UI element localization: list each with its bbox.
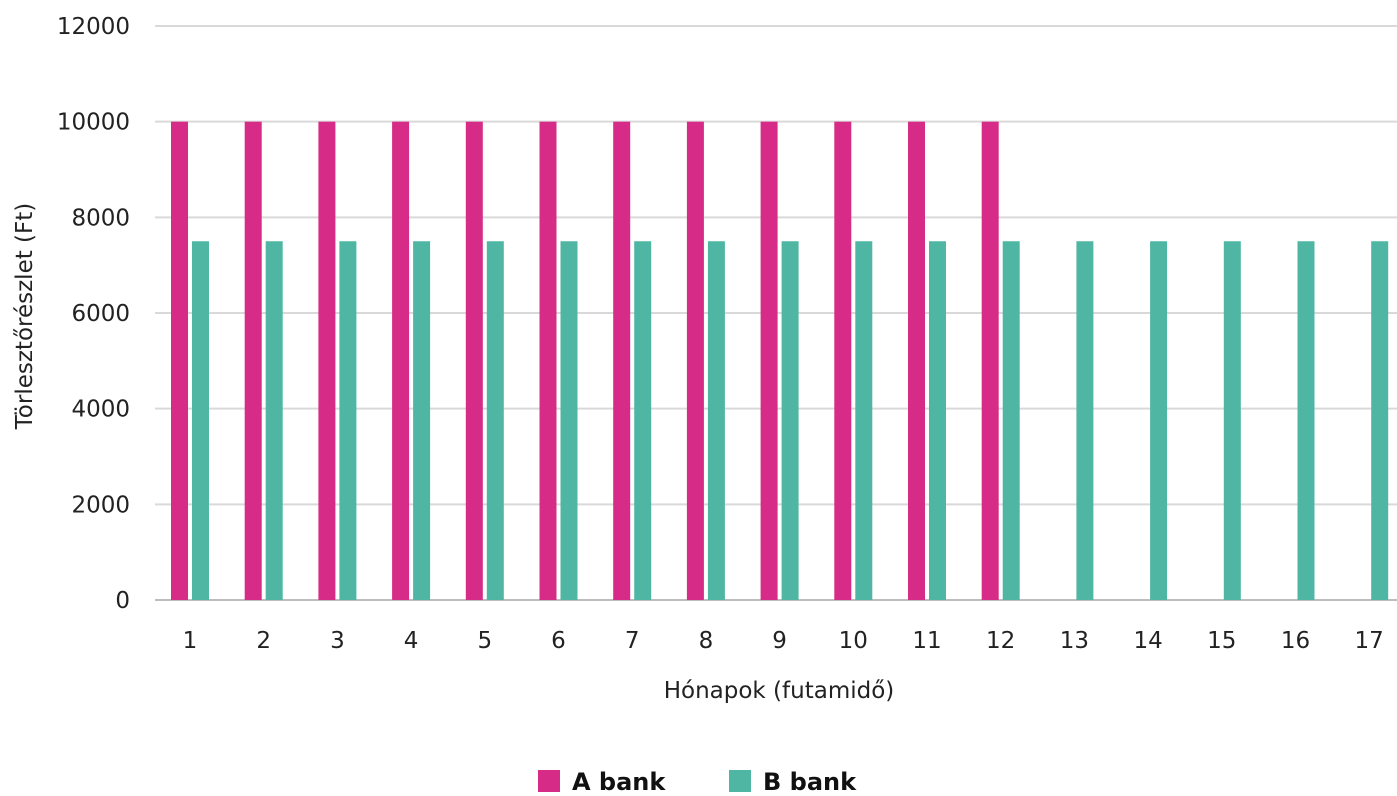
x-tick-label: 14 <box>1133 628 1162 654</box>
x-tick-label: 3 <box>330 628 345 654</box>
x-tick-label: 13 <box>1060 628 1089 654</box>
x-tick-label: 12 <box>986 628 1015 654</box>
bar-b-bank <box>560 241 578 600</box>
y-tick-label: 6000 <box>71 301 130 327</box>
bar-b-bank <box>1223 241 1241 600</box>
x-tick-label: 1 <box>183 628 198 654</box>
x-tick-label: 11 <box>912 628 941 654</box>
bar-b-bank <box>707 241 725 600</box>
legend-swatch <box>729 770 751 792</box>
x-tick-label: 5 <box>477 628 492 654</box>
bar-b-bank <box>1150 241 1168 600</box>
bar-a-bank <box>171 121 188 601</box>
bar-a-bank <box>244 121 262 601</box>
bar-b-bank <box>634 241 652 600</box>
y-tick-label: 12000 <box>57 14 130 40</box>
x-tick-label: 4 <box>404 628 419 654</box>
bar-b-bank <box>192 241 209 600</box>
bar-b-bank <box>929 241 946 600</box>
y-tick-label: 4000 <box>71 397 130 423</box>
legend: A bank B bank <box>538 768 857 796</box>
y-tick-label: 2000 <box>71 492 130 518</box>
x-tick-label: 15 <box>1207 628 1236 654</box>
bar-a-bank <box>834 121 852 601</box>
legend-label: B bank <box>763 768 857 796</box>
bar-b-bank <box>1002 241 1020 600</box>
bars <box>171 121 1389 601</box>
bar-b-bank <box>339 241 357 600</box>
x-axis-title: Hónapok (futamidő) <box>664 678 895 704</box>
x-tick-label: 9 <box>772 628 787 654</box>
y-tick-label: 10000 <box>57 110 130 136</box>
x-tick-label: 7 <box>625 628 640 654</box>
bar-a-bank <box>908 121 925 601</box>
y-tick-label: 8000 <box>71 205 130 231</box>
bar-b-bank <box>413 241 431 600</box>
bar-b-bank <box>265 241 283 600</box>
bar-b-bank <box>1371 241 1389 600</box>
y-axis-title: Törlesztőrészlet (Ft) <box>12 203 38 430</box>
legend-label: A bank <box>572 768 666 796</box>
bar-a-bank <box>686 121 704 601</box>
bar-b-bank <box>486 241 504 600</box>
x-tick-label: 8 <box>699 628 714 654</box>
bar-a-bank <box>465 121 483 601</box>
y-tick-label: 0 <box>115 588 130 614</box>
x-tick-label: 2 <box>256 628 271 654</box>
legend-swatch <box>538 770 560 792</box>
bar-b-bank <box>781 241 799 600</box>
legend-item: B bank <box>729 768 857 796</box>
x-tick-labels: 1 2 3 4 5 6 7 8 9 10 11 12 13 14 15 16 17 <box>183 628 1384 654</box>
bar-b-bank <box>855 241 873 600</box>
x-tick-label: 6 <box>551 628 566 654</box>
bar-a-bank <box>613 121 631 601</box>
bar-a-bank <box>760 121 778 601</box>
bar-a-bank <box>318 121 336 601</box>
x-tick-label: 16 <box>1281 628 1310 654</box>
x-tick-label: 17 <box>1355 628 1384 654</box>
x-tick-label: 10 <box>839 628 868 654</box>
bar-b-bank <box>1297 241 1315 600</box>
bar-a-bank <box>981 121 999 601</box>
legend-item: A bank <box>538 768 666 796</box>
bar-b-bank <box>1076 241 1094 600</box>
bar-a-bank <box>392 121 410 601</box>
y-tick-labels: 0 2000 4000 6000 8000 10000 12000 <box>57 14 130 614</box>
bar-a-bank <box>539 121 557 601</box>
